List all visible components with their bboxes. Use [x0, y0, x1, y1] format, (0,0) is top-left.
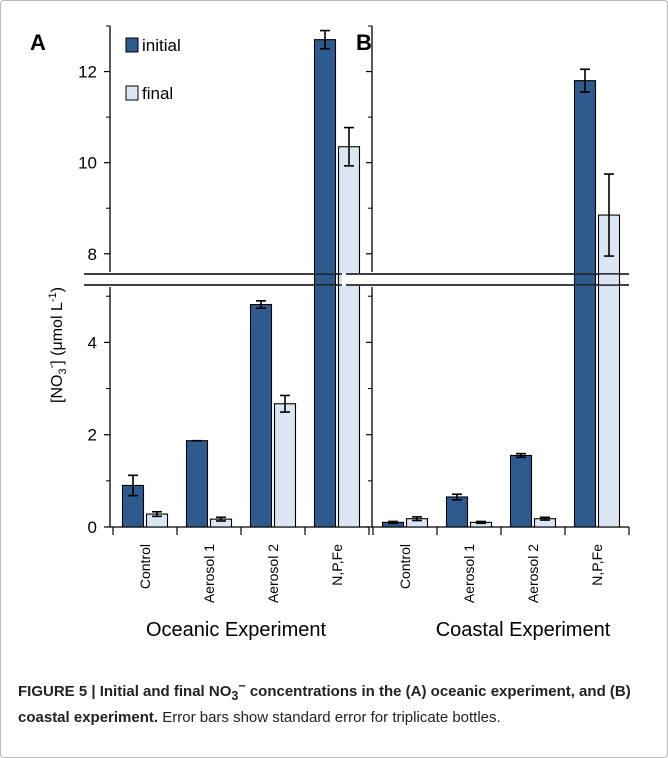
- y-axis-label-part: -: [46, 364, 58, 368]
- legend-label-final: final: [142, 84, 173, 103]
- y-tick-label: 8: [88, 245, 97, 264]
- chart-panel-b: Control Aerosol 1 Aerosol 2 N,P,Fe B Coastal …: [342, 25, 630, 641]
- axis-break-gap: [342, 273, 629, 286]
- bar-final-3: [337, 146, 361, 528]
- bar-break-segment: [573, 273, 597, 286]
- y-axis-label: [NO3-] (μmol L-1): [46, 287, 69, 403]
- x-category-label: Control: [397, 544, 413, 589]
- bar-final-2: [273, 403, 297, 528]
- x-category-label: Aerosol 2: [265, 544, 281, 603]
- bar-initial-1: [445, 496, 469, 528]
- chart-panel-a: 0 2 4 8 10 12 Control Aerosol 1 Aerosol 2 N,P,Fe A…: [30, 25, 370, 641]
- y-axis-label-part: -1: [47, 292, 59, 302]
- bar-break-segment: [313, 273, 337, 286]
- y-axis-label-part: ): [49, 287, 66, 292]
- bar-initial-2: [249, 303, 273, 528]
- bar-initial-3: [573, 80, 597, 528]
- bar-break-segment: [597, 273, 621, 286]
- x-category-label: N,P,Fe: [589, 544, 605, 586]
- y-axis-label-part: 3: [57, 368, 69, 374]
- panel-title: Oceanic Experiment: [146, 619, 327, 641]
- figure-caption: FIGURE 5 | Initial and final NO3− concen…: [18, 676, 648, 728]
- legend-swatch-initial: [125, 37, 139, 53]
- y-tick-label: 12: [78, 63, 97, 82]
- bar-initial-2: [509, 454, 533, 528]
- y-axis-label-part: ] (μmol L: [49, 302, 66, 365]
- y-tick-label: 0: [88, 518, 97, 537]
- x-category-label: Aerosol 1: [461, 544, 477, 603]
- y-tick-label: 2: [88, 426, 97, 445]
- y-tick-label: 10: [78, 154, 97, 173]
- caption-label: FIGURE 5 | Initial and final NO3− concen…: [18, 679, 631, 726]
- legend-label-initial: initial: [142, 36, 181, 55]
- panel-label: A: [30, 30, 46, 55]
- caption-text: Error bars show standard error for tripl…: [158, 709, 501, 726]
- bar-final-3: [597, 214, 621, 528]
- bar-chart: 0 2 4 8 10 12 Control Aerosol 1 Aerosol 2 N,P,Fe A…: [30, 25, 630, 641]
- y-axis-label-part: [NO: [49, 375, 66, 403]
- axis-break-gap: [80, 273, 369, 286]
- panel-title: Coastal Experiment: [436, 619, 611, 641]
- legend: initial final: [125, 36, 181, 103]
- x-category-label: Aerosol 1: [201, 544, 217, 603]
- x-category-label: N,P,Fe: [329, 544, 345, 586]
- bar-initial-1: [185, 440, 209, 528]
- x-category-label: Control: [137, 544, 153, 589]
- x-category-label: Aerosol 2: [525, 544, 541, 603]
- y-tick-label: 4: [88, 333, 97, 352]
- legend-swatch-final: [125, 85, 139, 101]
- panel-label: B: [356, 30, 372, 55]
